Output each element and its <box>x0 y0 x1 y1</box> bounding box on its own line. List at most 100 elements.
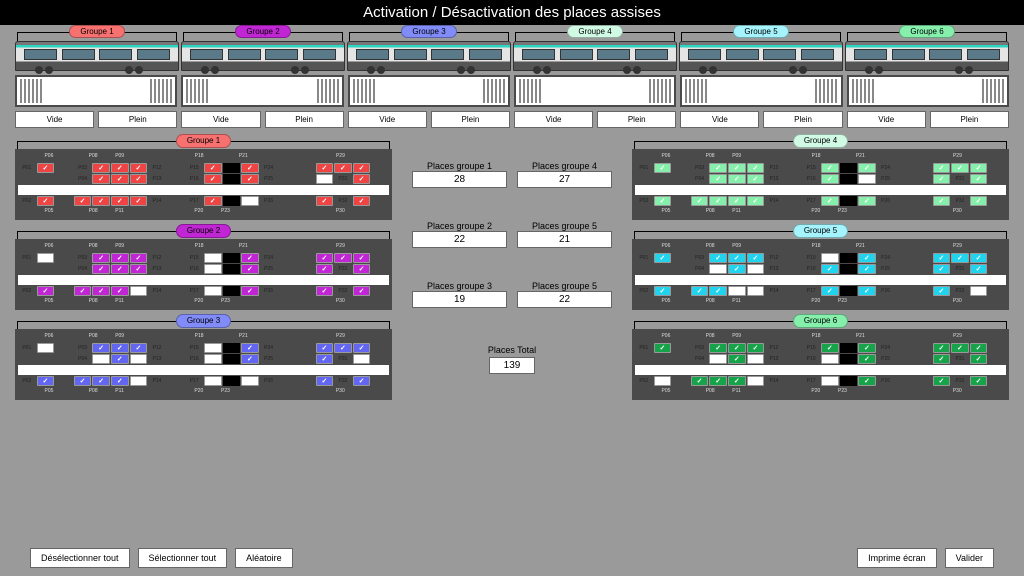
deselect-all-button[interactable]: Désélectionner tout <box>30 548 130 568</box>
seat[interactable] <box>204 376 222 386</box>
car-thumb-2[interactable] <box>181 75 343 107</box>
seat[interactable] <box>353 343 371 353</box>
seat[interactable] <box>747 174 765 184</box>
seat[interactable] <box>316 286 334 296</box>
car-thumb-3[interactable] <box>348 75 510 107</box>
seat[interactable] <box>130 343 148 353</box>
select-all-button[interactable]: Sélectionner tout <box>138 548 228 568</box>
seat[interactable] <box>353 174 371 184</box>
seat[interactable] <box>654 286 672 296</box>
seat[interactable] <box>316 163 334 173</box>
seat[interactable] <box>933 286 951 296</box>
seat[interactable] <box>747 196 765 206</box>
seat[interactable] <box>821 264 839 274</box>
vide-btn-4[interactable]: Vide <box>514 111 593 128</box>
seat[interactable] <box>747 354 765 364</box>
seat[interactable] <box>37 196 55 206</box>
seat[interactable] <box>353 253 371 263</box>
seat[interactable] <box>709 354 727 364</box>
seat[interactable] <box>709 343 727 353</box>
seat[interactable] <box>334 343 352 353</box>
seat[interactable] <box>728 264 746 274</box>
vide-btn-1[interactable]: Vide <box>15 111 94 128</box>
seat[interactable] <box>92 343 110 353</box>
vide-btn-5[interactable]: Vide <box>680 111 759 128</box>
seat[interactable] <box>691 196 709 206</box>
seat[interactable] <box>709 196 727 206</box>
seat[interactable] <box>728 343 746 353</box>
car-thumb-1[interactable] <box>15 75 177 107</box>
seat[interactable] <box>821 286 839 296</box>
plein-btn-5[interactable]: Plein <box>763 111 842 128</box>
seat[interactable] <box>933 264 951 274</box>
plein-btn-4[interactable]: Plein <box>597 111 676 128</box>
seat[interactable] <box>933 354 951 364</box>
seat[interactable] <box>654 253 672 263</box>
seat[interactable] <box>130 376 148 386</box>
seat[interactable] <box>111 196 129 206</box>
seat[interactable] <box>728 253 746 263</box>
seat[interactable] <box>821 376 839 386</box>
seat[interactable] <box>970 343 988 353</box>
seat[interactable] <box>654 163 672 173</box>
seat[interactable] <box>951 163 969 173</box>
seat[interactable] <box>316 264 334 274</box>
seat[interactable] <box>728 354 746 364</box>
seat[interactable] <box>821 354 839 364</box>
seat[interactable] <box>92 196 110 206</box>
seat[interactable] <box>316 354 334 364</box>
print-screen-button[interactable]: Imprime écran <box>857 548 937 568</box>
seat[interactable] <box>747 286 765 296</box>
seat[interactable] <box>74 376 92 386</box>
seat[interactable] <box>316 196 334 206</box>
seat[interactable] <box>858 253 876 263</box>
seat[interactable] <box>92 286 110 296</box>
seat[interactable] <box>130 354 148 364</box>
seat[interactable] <box>111 174 129 184</box>
seat[interactable] <box>353 286 371 296</box>
seat[interactable] <box>709 376 727 386</box>
seat[interactable] <box>709 286 727 296</box>
seat[interactable] <box>933 196 951 206</box>
seat[interactable] <box>970 196 988 206</box>
seat[interactable] <box>130 253 148 263</box>
seat[interactable] <box>204 286 222 296</box>
seat[interactable] <box>933 343 951 353</box>
seat[interactable] <box>37 163 55 173</box>
car-thumb-4[interactable] <box>514 75 676 107</box>
seat[interactable] <box>728 163 746 173</box>
seat[interactable] <box>353 264 371 274</box>
seat[interactable] <box>858 354 876 364</box>
vide-btn-3[interactable]: Vide <box>348 111 427 128</box>
seat[interactable] <box>858 376 876 386</box>
seat[interactable] <box>747 376 765 386</box>
seat[interactable] <box>933 174 951 184</box>
seat[interactable] <box>858 196 876 206</box>
seat[interactable] <box>951 253 969 263</box>
seat[interactable] <box>241 253 259 263</box>
car-thumb-5[interactable] <box>680 75 842 107</box>
seat[interactable] <box>130 196 148 206</box>
seat[interactable] <box>241 264 259 274</box>
seat[interactable] <box>970 174 988 184</box>
seat[interactable] <box>858 163 876 173</box>
seat[interactable] <box>111 343 129 353</box>
seat[interactable] <box>111 354 129 364</box>
seat[interactable] <box>37 286 55 296</box>
seat[interactable] <box>92 354 110 364</box>
seat[interactable] <box>858 174 876 184</box>
seat[interactable] <box>111 376 129 386</box>
seat[interactable] <box>858 264 876 274</box>
seat[interactable] <box>241 286 259 296</box>
plein-btn-1[interactable]: Plein <box>98 111 177 128</box>
seat[interactable] <box>821 196 839 206</box>
seat[interactable] <box>316 376 334 386</box>
seat[interactable] <box>747 163 765 173</box>
seat[interactable] <box>353 376 371 386</box>
seat[interactable] <box>728 376 746 386</box>
seat[interactable] <box>353 163 371 173</box>
seat[interactable] <box>933 163 951 173</box>
seat[interactable] <box>728 286 746 296</box>
vide-btn-6[interactable]: Vide <box>847 111 926 128</box>
plein-btn-2[interactable]: Plein <box>265 111 344 128</box>
